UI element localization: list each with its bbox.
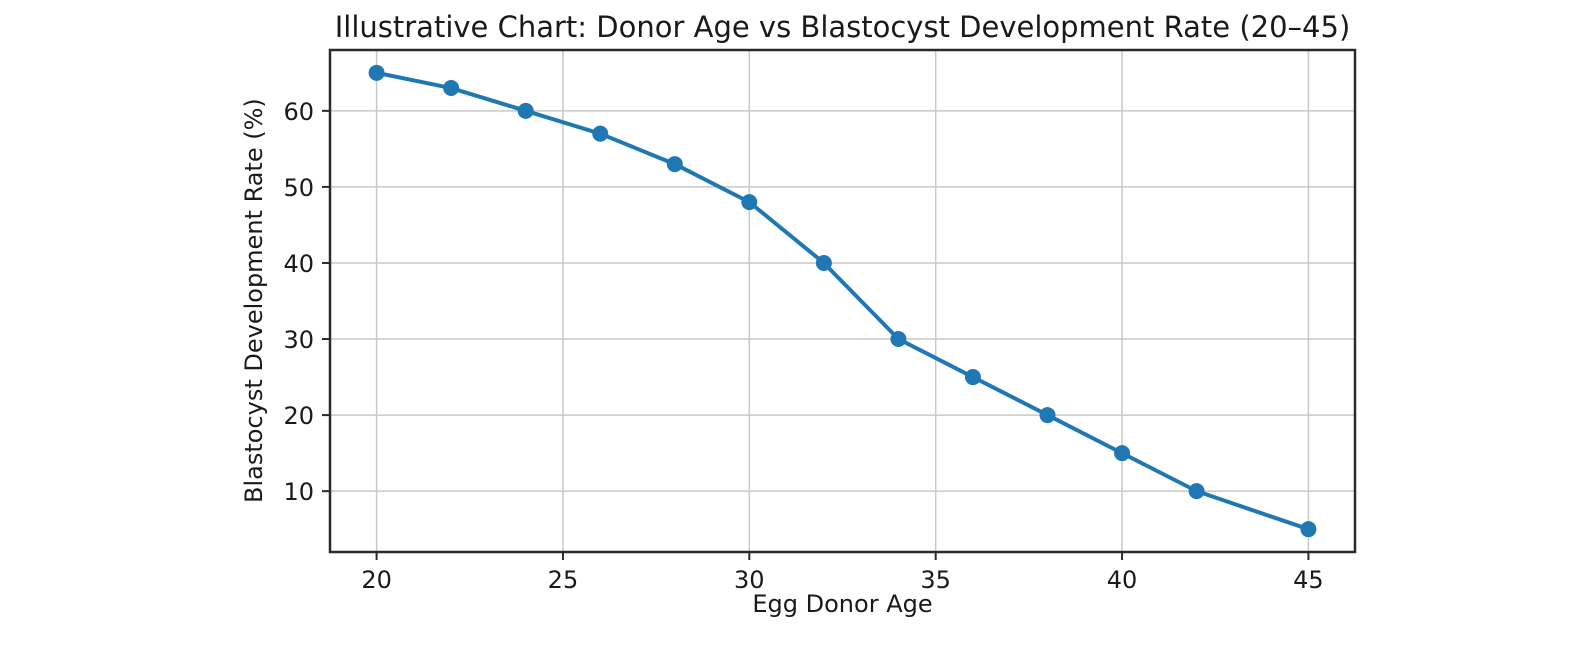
- data-point: [517, 102, 534, 119]
- y-tick-label: 60: [283, 98, 314, 126]
- data-point: [368, 64, 385, 81]
- data-point: [1188, 483, 1205, 500]
- plot-background: [330, 50, 1355, 552]
- data-point: [1114, 445, 1131, 462]
- x-tick-label: 35: [920, 566, 951, 594]
- y-tick-label: 50: [283, 174, 314, 202]
- data-point: [815, 254, 832, 271]
- data-point: [741, 194, 758, 211]
- y-tick-label: 30: [283, 326, 314, 354]
- data-point: [443, 80, 460, 97]
- data-point: [964, 369, 981, 386]
- x-tick-label: 40: [1107, 566, 1138, 594]
- x-tick-label: 30: [734, 566, 765, 594]
- data-point: [1300, 521, 1317, 538]
- plot-border: [328, 48, 1357, 554]
- data-point: [1039, 407, 1056, 424]
- data-point: [666, 156, 683, 173]
- x-tick-label: 45: [1293, 566, 1324, 594]
- y-tick-label: 40: [283, 250, 314, 278]
- y-tick-label: 20: [283, 402, 314, 430]
- y-tick-label: 10: [283, 478, 314, 506]
- x-tick-label: 20: [361, 566, 392, 594]
- x-axis-label: Egg Donor Age: [752, 590, 933, 618]
- x-tick-label: 25: [548, 566, 579, 594]
- data-point: [890, 331, 907, 348]
- data-point: [592, 125, 609, 142]
- chart-title: Illustrative Chart: Donor Age vs Blastoc…: [334, 10, 1351, 44]
